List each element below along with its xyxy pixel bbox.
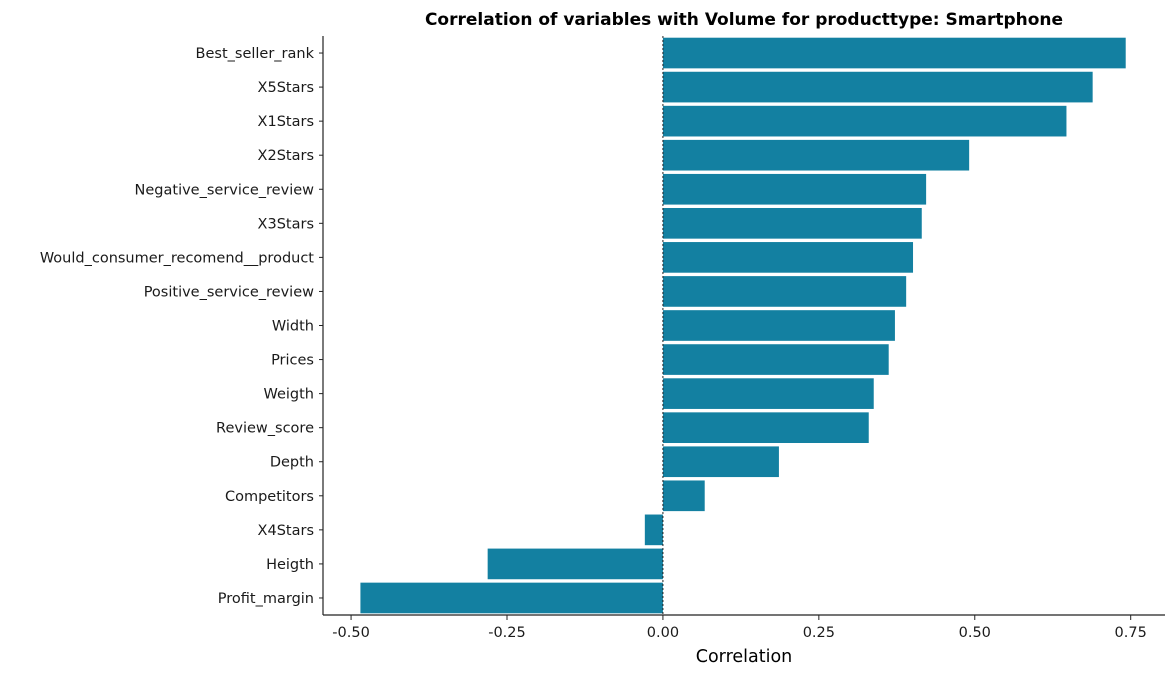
category-label: Heigth xyxy=(266,557,314,573)
x-tick-label: -0.25 xyxy=(488,625,526,641)
category-label: X5Stars xyxy=(258,80,314,96)
x-axis-ticks: -0.50 -0.25 0.00 0.25 0.50 0.75 xyxy=(332,615,1147,641)
category-label: Prices xyxy=(271,353,314,369)
bar-profit-margin xyxy=(360,582,663,614)
bar-width xyxy=(662,310,895,341)
category-label: X2Stars xyxy=(258,148,314,164)
bar-negative-service-review xyxy=(662,173,927,205)
bars-group xyxy=(360,37,1126,614)
bar-competitors xyxy=(662,480,705,512)
category-labels: Best_seller_rank X5Stars X1Stars X2Stars Neg… xyxy=(40,46,323,607)
category-label: Best_seller_rank xyxy=(196,46,315,62)
x-axis-title: Correlation xyxy=(696,647,793,667)
bar-prices xyxy=(662,344,889,375)
bar-would-consumer-recomend-product xyxy=(662,242,914,273)
x-tick-label: 0.75 xyxy=(1115,625,1147,641)
bar-review-score xyxy=(662,412,869,444)
x-tick-label: -0.50 xyxy=(332,625,370,641)
bar-heigth xyxy=(487,548,663,580)
bar-x3stars xyxy=(662,207,922,239)
category-label: Positive_service_review xyxy=(144,284,314,300)
category-label: X3Stars xyxy=(258,216,314,232)
bar-x4stars xyxy=(644,514,663,546)
bar-weigth xyxy=(662,378,874,409)
category-label: X4Stars xyxy=(258,523,314,539)
category-label: Review_score xyxy=(216,421,314,437)
bar-best-seller-rank xyxy=(662,37,1126,69)
category-label: Profit_margin xyxy=(218,591,314,607)
bar-positive-service-review xyxy=(662,276,907,307)
category-label: X1Stars xyxy=(258,114,314,130)
bar-x5stars xyxy=(662,71,1093,103)
bar-x1stars xyxy=(662,105,1067,137)
category-label: Competitors xyxy=(225,489,314,505)
x-tick-label: 0.00 xyxy=(647,625,679,641)
x-tick-label: 0.25 xyxy=(803,625,835,641)
bar-depth xyxy=(662,446,779,478)
category-label: Would_consumer_recomend__product xyxy=(40,250,314,266)
category-label: Weigth xyxy=(263,387,314,403)
category-label: Width xyxy=(272,319,314,335)
x-tick-label: 0.50 xyxy=(959,625,991,641)
chart-title: Correlation of variables with Volume for… xyxy=(425,10,1063,30)
category-label: Negative_service_review xyxy=(135,182,315,198)
bar-x2stars xyxy=(662,139,970,171)
category-label: Depth xyxy=(270,455,314,471)
